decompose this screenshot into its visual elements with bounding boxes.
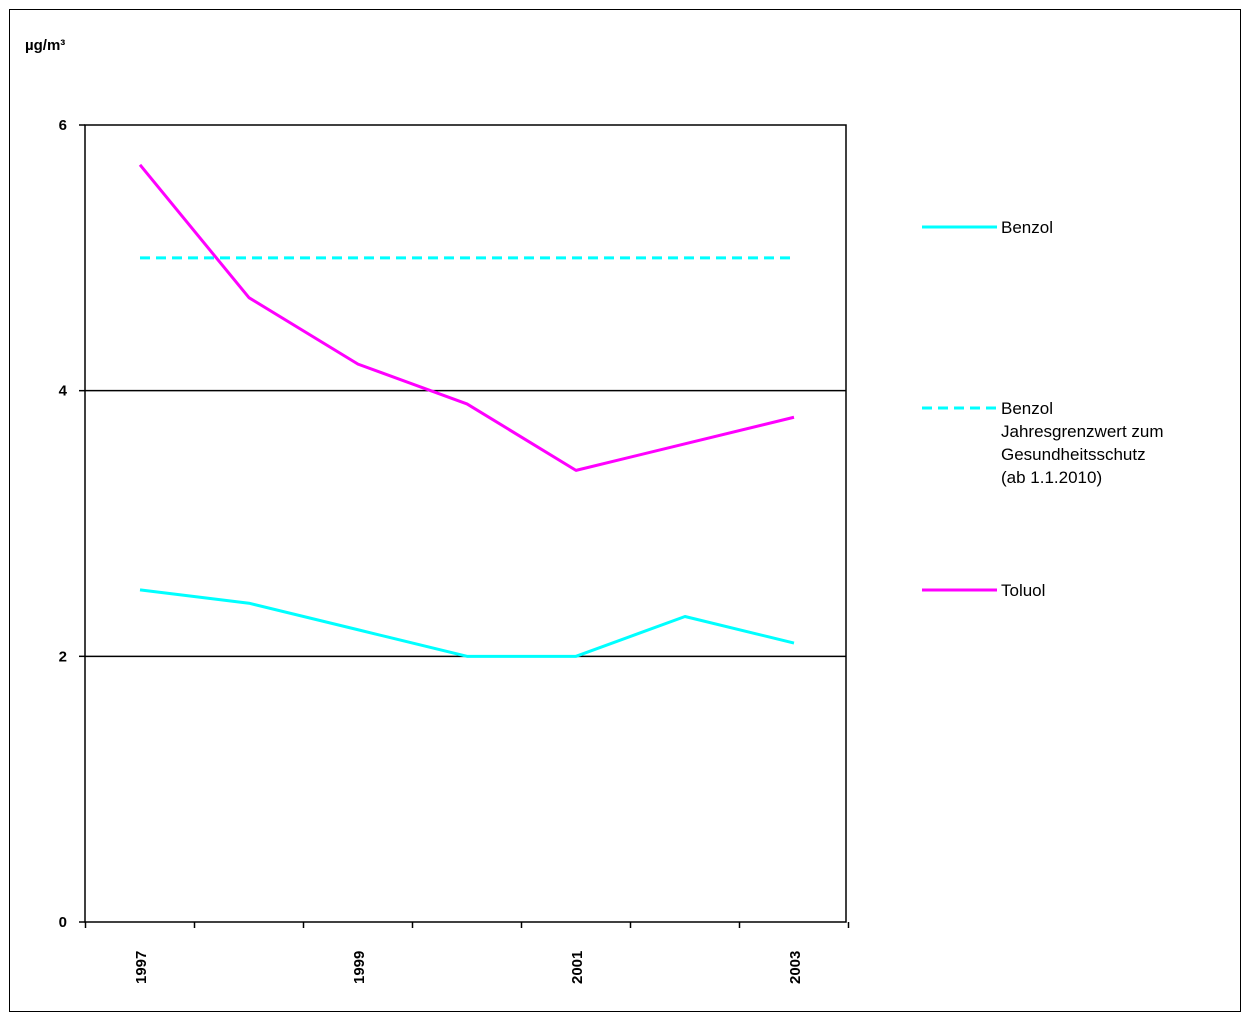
y-tick-label: 6 [59,117,67,134]
legend-label: Toluol [1001,581,1045,600]
tick-labels: 0 2 4 6 1997 1999 2001 2003 [59,117,804,984]
y-axis-label: µg/m³ [25,37,65,54]
y-tick-label: 4 [59,383,68,400]
y-tick-label: 0 [59,914,67,931]
legend-label: Benzol [1001,218,1053,237]
series-line-2 [138,163,795,472]
x-tick-label: 2001 [569,951,586,984]
grid [85,389,846,658]
legend-label: (ab 1.1.2010) [1001,468,1102,487]
series-line-0 [139,588,795,658]
series-group [138,163,795,658]
legend: Benzol Benzol Jahresgrenzwert zum Gesundhei… [922,218,1164,600]
x-tick-label: 1999 [351,951,368,984]
legend-label: Benzol [1001,399,1053,418]
chart-frame [9,9,1241,1012]
legend-label: Jahresgrenzwert zum [1001,422,1164,441]
axes [79,124,850,928]
plot-area [84,124,847,923]
legend-label: Gesundheitsschutz [1001,445,1146,464]
y-tick-label: 2 [59,648,67,665]
x-tick-label: 2003 [787,951,804,984]
x-tick-label: 1997 [133,951,150,984]
